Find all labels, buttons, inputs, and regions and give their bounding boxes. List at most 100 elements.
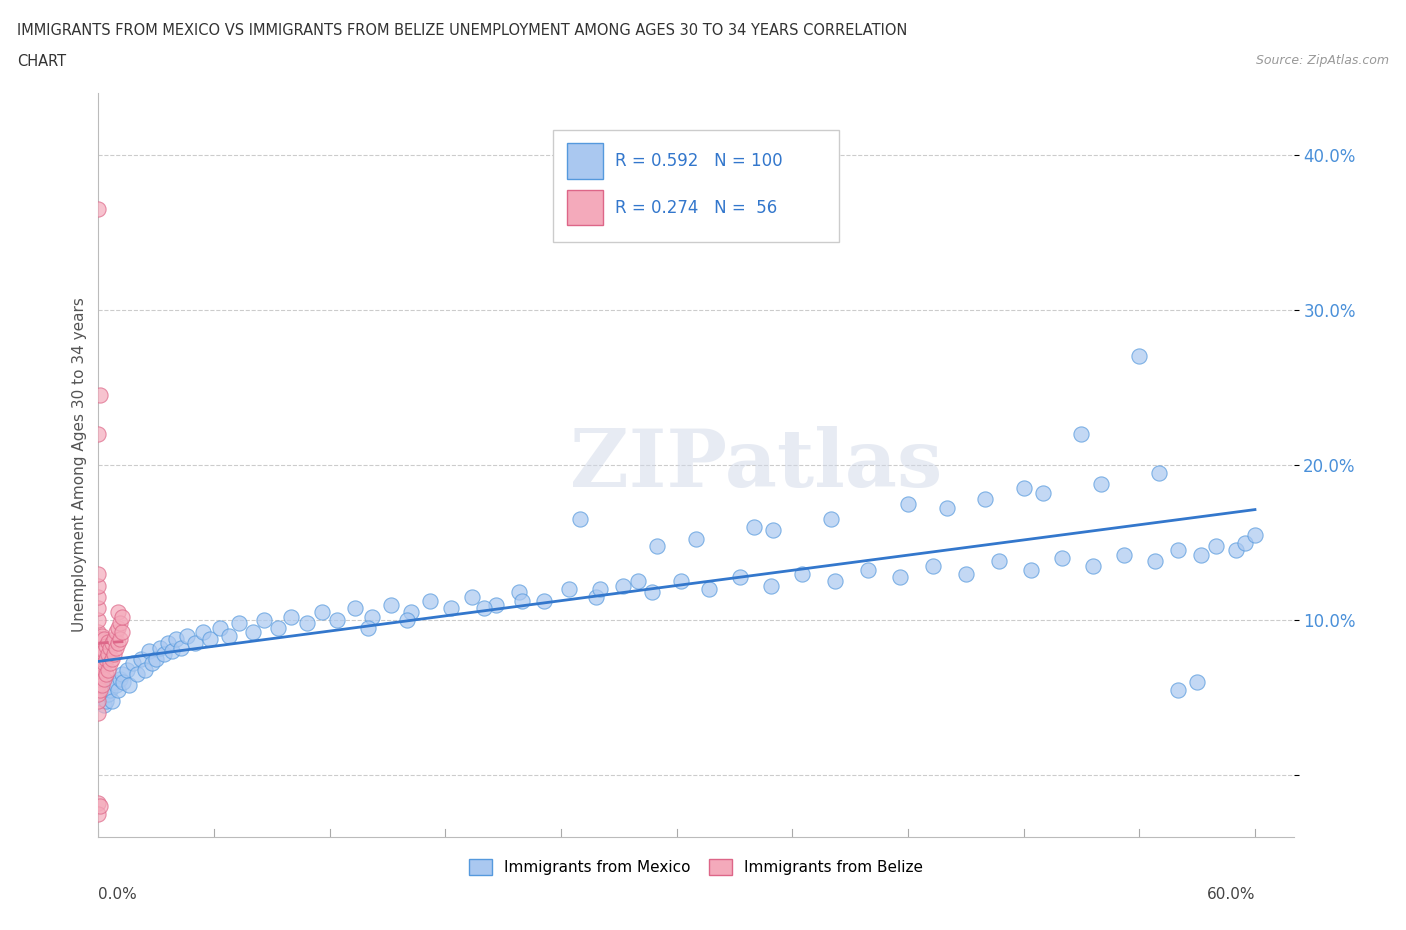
Point xyxy=(922,558,945,573)
Point xyxy=(104,625,127,640)
Point xyxy=(98,683,121,698)
Legend: Immigrants from Mexico, Immigrants from Belize: Immigrants from Mexico, Immigrants from … xyxy=(463,853,929,882)
Point xyxy=(191,625,214,640)
Point xyxy=(889,569,911,584)
Point xyxy=(267,620,290,635)
Point xyxy=(762,523,785,538)
Point xyxy=(94,693,117,708)
Point xyxy=(730,569,752,584)
Point xyxy=(699,581,721,596)
Point xyxy=(93,631,115,646)
Point xyxy=(89,683,111,698)
Point xyxy=(184,636,207,651)
Text: R = 0.274   N =  56: R = 0.274 N = 56 xyxy=(614,199,778,218)
Point xyxy=(87,427,110,442)
Point xyxy=(742,520,765,535)
Point xyxy=(87,613,110,628)
Point xyxy=(588,581,610,596)
Point xyxy=(156,636,179,651)
Point xyxy=(759,578,782,593)
Point xyxy=(134,662,156,677)
Text: 60.0%: 60.0% xyxy=(1206,886,1256,901)
Point xyxy=(110,667,132,682)
Point xyxy=(987,553,1010,568)
Point xyxy=(98,641,121,656)
Point xyxy=(1234,535,1257,550)
Text: IMMIGRANTS FROM MEXICO VS IMMIGRANTS FROM BELIZE UNEMPLOYMENT AMONG AGES 30 TO 3: IMMIGRANTS FROM MEXICO VS IMMIGRANTS FRO… xyxy=(17,23,907,38)
Point xyxy=(512,594,534,609)
Point xyxy=(101,651,124,666)
Point xyxy=(87,693,110,708)
Point xyxy=(380,597,402,612)
Text: Source: ZipAtlas.com: Source: ZipAtlas.com xyxy=(1256,54,1389,67)
Point xyxy=(87,202,110,217)
Point xyxy=(93,671,115,686)
Point xyxy=(897,497,920,512)
Point xyxy=(91,678,114,693)
Point xyxy=(103,674,125,689)
Point xyxy=(1167,543,1189,558)
Point xyxy=(107,604,129,619)
Point xyxy=(97,634,120,649)
Point xyxy=(627,574,650,589)
Point xyxy=(176,628,198,643)
Point xyxy=(685,532,707,547)
Point xyxy=(104,641,127,656)
Point xyxy=(395,613,418,628)
Point xyxy=(585,590,607,604)
Point xyxy=(242,625,264,640)
Point xyxy=(612,578,634,593)
Point xyxy=(935,501,957,516)
Point xyxy=(1185,674,1208,689)
Point xyxy=(1167,683,1189,698)
Point xyxy=(1189,548,1212,563)
Point xyxy=(107,636,129,651)
Point xyxy=(87,795,110,810)
Point xyxy=(1090,476,1112,491)
Point xyxy=(208,620,231,635)
Point xyxy=(97,646,120,661)
Point xyxy=(112,674,135,689)
Point xyxy=(122,656,145,671)
Point xyxy=(361,609,384,624)
Point xyxy=(558,581,581,596)
Point xyxy=(87,600,110,615)
Text: 0.0%: 0.0% xyxy=(98,886,138,901)
Point xyxy=(1244,527,1267,542)
Point xyxy=(94,667,117,682)
Point xyxy=(856,563,879,578)
Text: ZIPatlas: ZIPatlas xyxy=(569,426,942,504)
Point xyxy=(87,671,110,686)
Point xyxy=(89,799,111,814)
Point xyxy=(1205,538,1227,553)
Point xyxy=(98,656,121,671)
Point xyxy=(87,590,110,604)
Point xyxy=(103,631,125,646)
Point xyxy=(170,641,193,656)
Point xyxy=(93,644,115,658)
Point xyxy=(103,646,125,661)
Point xyxy=(824,574,846,589)
Point xyxy=(91,641,114,656)
Point xyxy=(153,646,176,661)
Point xyxy=(87,662,110,677)
Point xyxy=(357,620,380,635)
Point xyxy=(110,625,132,640)
Point xyxy=(87,641,110,656)
Point xyxy=(87,578,110,593)
Point xyxy=(94,639,117,654)
Point xyxy=(974,492,997,507)
Point xyxy=(107,620,129,635)
Point xyxy=(669,574,692,589)
Point xyxy=(138,644,160,658)
Point xyxy=(640,585,662,600)
Point xyxy=(790,566,813,581)
Point xyxy=(97,687,120,702)
Point xyxy=(508,585,530,600)
Point xyxy=(484,597,506,612)
Point xyxy=(955,566,977,581)
Point xyxy=(1081,558,1104,573)
Point xyxy=(1147,465,1170,480)
Text: CHART: CHART xyxy=(17,54,66,69)
Point xyxy=(93,656,115,671)
